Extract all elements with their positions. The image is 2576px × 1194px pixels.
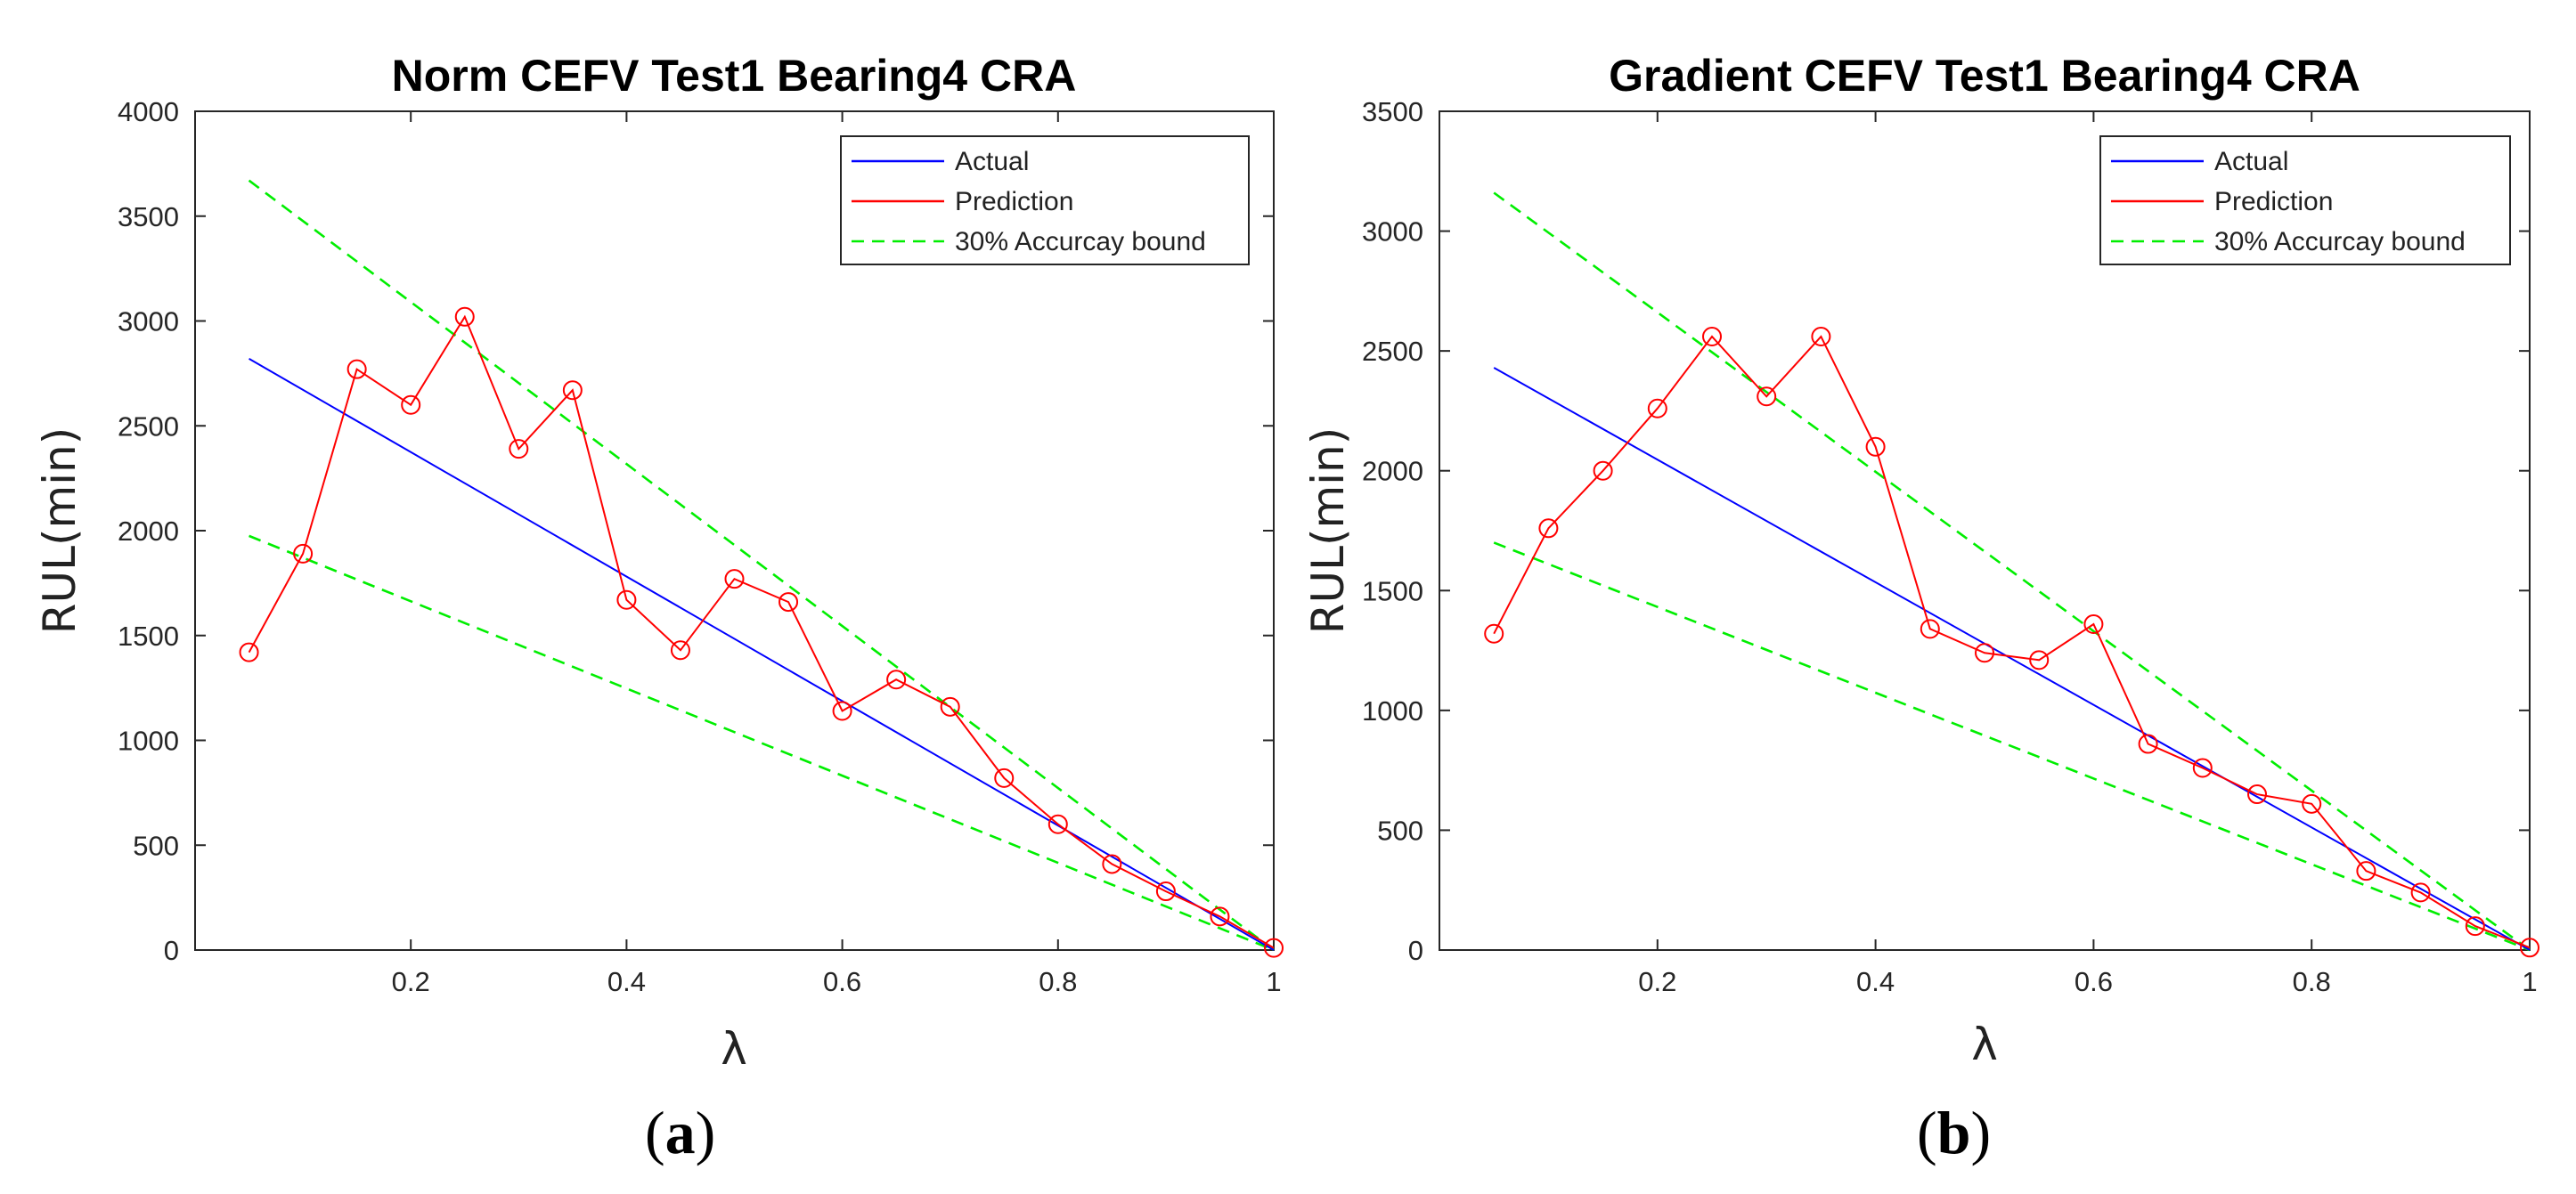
prediction-point — [401, 394, 421, 415]
legend-label: Prediction — [955, 187, 1073, 216]
y-tick-label: 0 — [164, 935, 179, 966]
accuracy-bound-lower-line — [1493, 541, 2531, 952]
legend-label: 30% Accurcay bound — [2214, 227, 2466, 256]
actual-line — [249, 358, 1275, 951]
x-tick-label: 0.4 — [607, 966, 646, 997]
y-tick-label: 2000 — [118, 516, 179, 547]
prediction-point — [509, 439, 529, 459]
prediction-point — [2410, 882, 2431, 903]
y-tick-label: 2500 — [118, 410, 179, 442]
y-tick-label: 500 — [133, 830, 179, 861]
prediction-point — [1593, 460, 1613, 481]
legend-label: Actual — [2214, 147, 2288, 176]
x-tick-label: 0.6 — [823, 966, 861, 997]
panel-letter: b — [1937, 1099, 1971, 1166]
y-tick-label: 1500 — [118, 621, 179, 652]
y-tick-label: 3500 — [1362, 96, 1423, 127]
x-tick-label: 0.2 — [1638, 966, 1676, 997]
prediction-point — [2192, 758, 2213, 778]
y-tick-label: 2500 — [1362, 336, 1423, 367]
prediction-point — [1264, 938, 1284, 958]
prediction-point — [2465, 916, 2485, 937]
accuracy-bound-upper-line — [248, 179, 1275, 952]
prediction-point — [2302, 793, 2322, 814]
prediction-point — [2029, 650, 2050, 670]
y-tick-label: 4000 — [118, 96, 179, 127]
prediction-point — [2520, 938, 2539, 958]
x-tick-label: 1 — [1266, 966, 1281, 997]
prediction-point — [2247, 784, 2267, 805]
prediction-point — [779, 592, 799, 613]
y-axis-label: RUL(min) — [34, 427, 86, 635]
prediction-point — [454, 306, 475, 327]
legend-label: Prediction — [2214, 187, 2333, 216]
prediction-point — [1975, 643, 1994, 663]
prediction-point — [1155, 881, 1176, 902]
y-tick-label: 1000 — [118, 726, 179, 757]
y-axis-label: RUL(min) — [1302, 427, 1354, 635]
prediction-point — [886, 670, 907, 690]
y-tick-label: 2000 — [1362, 456, 1423, 487]
prediction-point — [1811, 326, 1831, 346]
prediction-point — [1538, 518, 1559, 539]
prediction-point — [832, 701, 852, 721]
prediction-point — [616, 589, 637, 610]
y-tick-label: 1500 — [1362, 575, 1423, 606]
prediction-point — [1702, 326, 1722, 346]
prediction-point — [2138, 734, 2158, 754]
prediction-line — [1493, 335, 2531, 949]
legend-label: 30% Accurcay bound — [955, 227, 1206, 256]
y-tick-label: 3000 — [118, 306, 179, 337]
prediction-point — [1865, 436, 1886, 457]
panel-label: (b) — [1917, 1099, 1991, 1166]
x-tick-label: 0.6 — [2075, 966, 2113, 997]
x-tick-label: 0.2 — [392, 966, 430, 997]
chart-title: Norm CEFV Test1 Bearing4 CRA — [392, 51, 1077, 101]
x-axis-label: λ — [1971, 1019, 1998, 1070]
x-axis-label: λ — [721, 1023, 747, 1075]
prediction-line — [248, 314, 1275, 949]
prediction-point — [2083, 613, 2104, 634]
chart-panel-b: 0.2 0.4 0.6 0.8 1 0 500 1000 1500 2000 2500 3000 350… — [1302, 51, 2539, 1166]
actual-line — [1493, 367, 2531, 951]
prediction-point — [1920, 619, 1940, 639]
legend: Actual Prediction 30% Accurcay bound — [840, 135, 1250, 265]
x-tick-label: 0.8 — [1039, 966, 1077, 997]
chart-title: Gradient CEFV Test1 Bearing4 CRA — [1609, 51, 2360, 101]
y-tick-label: 3500 — [118, 201, 179, 232]
chart-panel-a: 0.2 0.4 0.6 0.8 1 0 500 1000 1500 2000 2500 3000 350… — [34, 51, 1284, 1166]
y-tick-label: 0 — [1408, 935, 1423, 966]
prediction-point — [1048, 814, 1068, 834]
prediction-point — [1102, 854, 1122, 874]
prediction-point — [1484, 623, 1504, 644]
prediction-point — [1210, 906, 1230, 927]
y-tick-label: 1000 — [1362, 695, 1423, 727]
y-tick-label: 3000 — [1362, 216, 1423, 248]
prediction-point — [940, 696, 960, 717]
x-tick-label: 1 — [2522, 966, 2537, 997]
prediction-point — [670, 640, 690, 661]
x-tick-label: 0.8 — [2293, 966, 2331, 997]
prediction-point — [293, 543, 314, 564]
panel-label: (a) — [645, 1099, 715, 1166]
prediction-point — [1757, 386, 1777, 407]
prediction-point — [562, 380, 583, 401]
prediction-point — [994, 768, 1015, 788]
accuracy-bound-upper-line — [1493, 191, 2531, 952]
x-tick-label: 0.4 — [1856, 966, 1895, 997]
prediction-point — [724, 569, 745, 589]
prediction-point — [2356, 861, 2376, 881]
legend: Actual Prediction 30% Accurcay bound — [2099, 135, 2511, 265]
legend-label: Actual — [955, 147, 1029, 176]
y-tick-label: 500 — [1377, 815, 1423, 846]
prediction-point — [1647, 398, 1667, 418]
prediction-point — [239, 642, 259, 662]
panel-letter: a — [665, 1099, 696, 1166]
prediction-point — [346, 359, 367, 379]
